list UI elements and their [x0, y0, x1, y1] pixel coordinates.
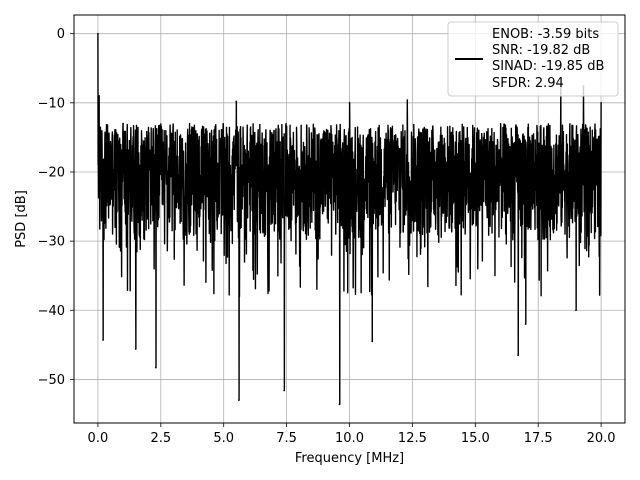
psd-peak-point [98, 95, 100, 97]
y-tick-label: −40 [38, 304, 65, 319]
x-tick-label: 0.0 [88, 431, 109, 446]
x-tick-label: 10.0 [335, 431, 364, 446]
psd-dip-point [575, 309, 577, 312]
psd-dip-point [517, 354, 519, 357]
psd-dip-point [371, 340, 373, 343]
psd-dip-point [154, 366, 157, 369]
x-tick-label: 20.0 [587, 431, 616, 446]
y-tick-label: −50 [38, 373, 65, 388]
psd-peak-point [235, 100, 238, 103]
psd-dip-point [283, 389, 285, 392]
psd-dip-point [134, 348, 137, 350]
y-tick-label: −10 [38, 96, 65, 111]
x-axis-label: Frequency [MHz] [295, 451, 404, 466]
y-axis-label: PSD [dB] [14, 190, 29, 248]
x-tick-label: 5.0 [213, 431, 234, 446]
psd-series-line [97, 33, 602, 406]
psd-dip-point [102, 339, 104, 341]
x-tick-label: 2.5 [150, 431, 171, 446]
legend: ENOB: -3.59 bits SNR: -19.82 dB SINAD: -… [447, 21, 619, 97]
psd-peak-point [348, 102, 351, 104]
psd-peak-point [122, 122, 124, 125]
psd-dip-point [237, 399, 240, 401]
x-tick-label: 17.5 [524, 431, 553, 446]
legend-enob: ENOB: -3.59 bits [492, 27, 599, 42]
psd-peak-point [600, 102, 602, 104]
y-tick-label: −20 [38, 165, 65, 180]
psd-peak-point [406, 99, 409, 101]
legend-sinad: SINAD: -19.85 dB [492, 59, 604, 74]
legend-box [447, 21, 619, 97]
y-tick-label: −30 [38, 235, 65, 250]
y-axis: 0 −10 −20 −30 −40 −50 [38, 27, 74, 388]
psd-dip-point [338, 403, 341, 406]
legend-sfdr: SFDR: 2.94 [492, 76, 564, 91]
y-tick-label: 0 [57, 27, 65, 42]
x-axis: 0.0 2.5 5.0 7.5 10.0 12.5 15.0 17.5 20.0 [88, 423, 616, 446]
series-layer [97, 32, 602, 406]
x-tick-label: 15.0 [461, 431, 490, 446]
psd-peak-point [97, 32, 99, 35]
psd-dip-point [524, 323, 527, 325]
x-tick-label: 7.5 [276, 431, 297, 446]
x-tick-label: 12.5 [398, 431, 427, 446]
legend-snr: SNR: -19.82 dB [492, 43, 590, 58]
